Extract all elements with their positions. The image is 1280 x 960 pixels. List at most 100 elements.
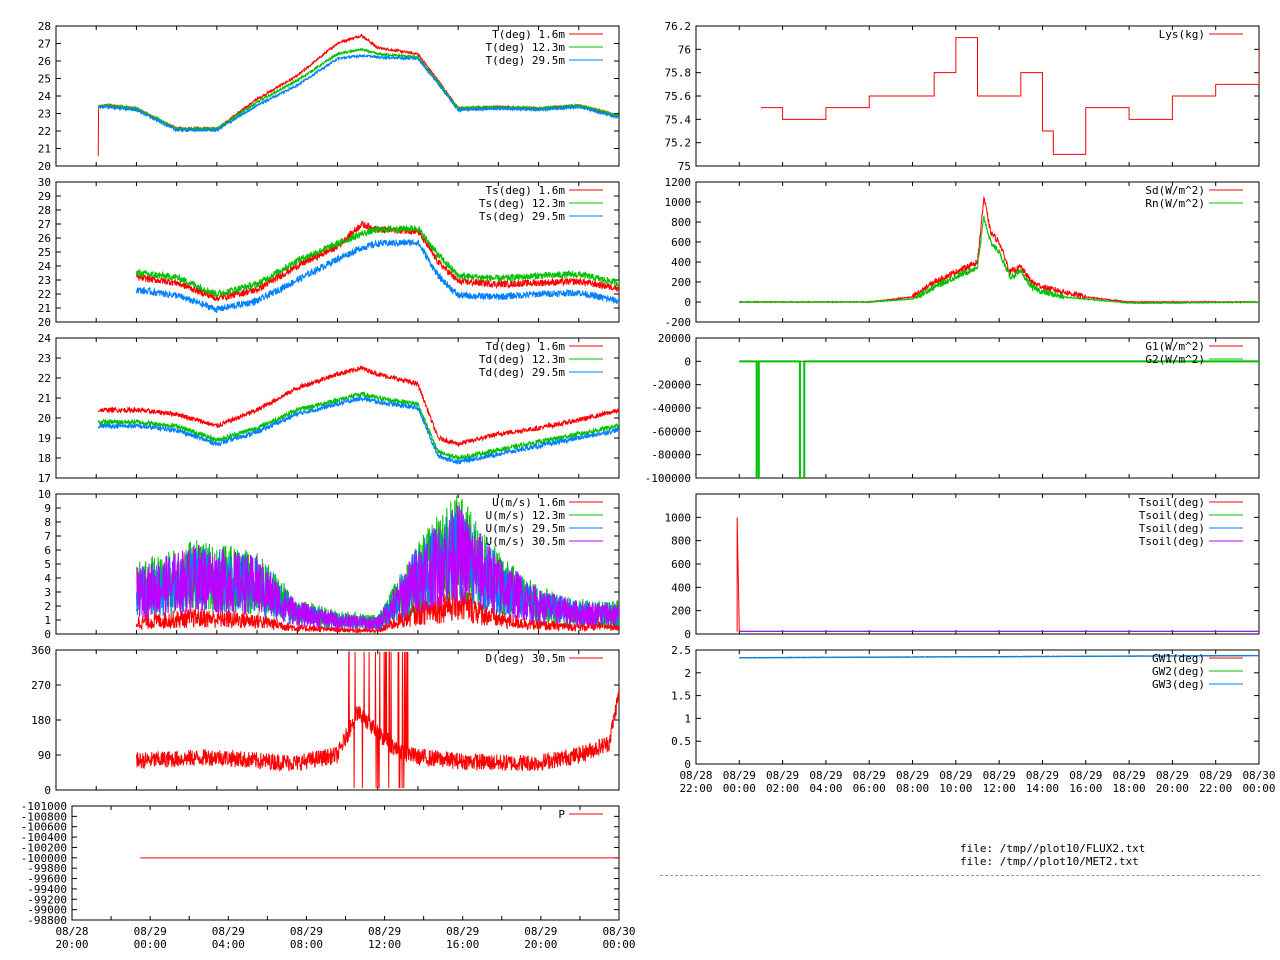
series-line-1 [135,581,619,634]
legend-label: Tsoil(deg) [1139,509,1205,522]
legend-label: Ts(deg) 12.3m [479,197,565,210]
y-tick-label: 75.4 [665,113,692,126]
plot-area [736,517,1259,632]
x-tick-label: 20:00 [55,938,88,951]
x-tick-label: 08/29 [368,925,401,938]
y-tick-label: 270 [31,679,51,692]
x-tick-label: 08/29 [1199,769,1232,782]
y-tick-label: 1000 [665,511,692,524]
x-tick-label: 22:00 [679,782,712,795]
legend-label: Tsoil(deg) [1139,535,1205,548]
legend-label: D(deg) 30.5m [486,652,566,665]
y-tick-label: -80000 [651,449,691,462]
y-tick-label: -60000 [651,425,691,438]
series-line-4 [135,505,619,630]
x-tick-label: 08/30 [602,925,635,938]
x-tick-label: 08/29 [1069,769,1102,782]
y-tick-label: 400 [671,256,691,269]
legend-label: Td(deg) 1.6m [486,340,566,353]
legend-label: Tsoil(deg) [1139,522,1205,535]
x-tick-label: 18:00 [1113,782,1146,795]
x-tick-label: 20:00 [1156,782,1189,795]
x-tick-label: 08/29 [766,769,799,782]
x-tick-label: 08/29 [853,769,886,782]
series-line-2 [135,224,619,299]
legend-label: T(deg) 1.6m [492,28,565,41]
legend-label: Sd(W/m^2) [1145,184,1205,197]
x-tick-label: 08/29 [290,925,323,938]
y-tick-label: 20 [38,412,51,425]
y-tick-label: 27 [38,218,51,231]
separator-line [660,875,1260,876]
y-tick-label: 28 [38,204,51,217]
y-tick-label: -100600 [21,821,67,834]
y-tick-label: 23 [38,274,51,287]
y-tick-label: -20000 [651,379,691,392]
y-tick-label: 75.2 [665,137,692,150]
y-tick-label: 200 [671,605,691,618]
x-tick-label: 08/29 [809,769,842,782]
y-tick-label: 2 [44,600,51,613]
file-info-line: file: /tmp//plot10/MET2.txt [960,855,1139,868]
y-tick-label: 0 [684,628,691,641]
chart-gw: 2.5 2 1.5 1 0.5 0 GW1(deg)GW2(deg)GW3(deg) 08/2… [671,644,1275,795]
y-tick-label: 76.2 [665,20,692,33]
series-line-2 [97,391,619,461]
y-tick-label: 9 [44,502,51,515]
plot-area [135,651,619,789]
y-tick-label: 1 [44,614,51,627]
x-tick-label: 08/29 [723,769,756,782]
y-tick-label: 0 [684,355,691,368]
plot-area [135,220,619,313]
y-tick-label: -100200 [21,841,67,854]
y-tick-label: 3 [44,586,51,599]
y-tick-label: 24 [38,90,52,103]
x-tick-label: 08:00 [290,938,323,951]
chart-sd: 1200 1000 800 600 400 200 0 -200 Sd(W/m^2)Rn(W/m… [665,176,1260,329]
y-tick-label: 18 [38,452,51,465]
series-line-1 [760,37,1259,155]
x-tick-label: 08/29 [524,925,557,938]
y-tick-label: 24 [38,332,52,345]
y-tick-label: -40000 [651,402,691,415]
plot-frame [71,805,620,921]
chart-tsoil: 10008006004002000Tsoil(deg)Tsoil(deg)Tso… [665,493,1260,641]
y-tick-label: -98800 [27,914,67,927]
series-line-3 [98,53,619,133]
y-tick-label: 90 [38,749,51,762]
legend-label: Tsoil(deg) [1139,496,1205,509]
plot-area [135,495,619,634]
y-tick-label: 800 [671,216,691,229]
y-tick-label: 76 [678,43,691,56]
x-tick-label: 00:00 [1242,782,1275,795]
y-tick-label: 22 [38,288,51,301]
chart-d: 360 270 180 90 0 D(deg) 30.5m [31,644,620,797]
y-tick-label: 10 [38,488,51,501]
legend-label: U(m/s) 12.3m [486,509,566,522]
y-tick-label: 0 [44,628,51,641]
legend-label: GW2(deg) [1152,665,1205,678]
y-tick-label: 21 [38,143,51,156]
legend-label: G1(W/m^2) [1145,340,1205,353]
y-tick-label: 24 [38,260,52,273]
x-tick-label: 20:00 [524,938,557,951]
x-tick-label: 08/29 [134,925,167,938]
y-tick-label: 21 [38,392,51,405]
y-tick-label: 0.5 [671,735,691,748]
y-tick-label: 180 [31,714,51,727]
x-tick-label: 08/29 [983,769,1016,782]
series-line-2 [739,360,1259,478]
y-tick-label: 7 [44,530,51,543]
y-tick-label: 0 [44,784,51,797]
y-tick-label: -100000 [645,472,691,485]
y-tick-label: 600 [671,236,691,249]
series-line-3 [738,654,1259,659]
legend-label: Lys(kg) [1159,28,1205,41]
y-tick-label: -100400 [21,831,67,844]
y-tick-label: 800 [671,535,691,548]
y-tick-label: 26 [38,232,51,245]
x-tick-label: 08/29 [896,769,929,782]
x-tick-label: 08/30 [1242,769,1275,782]
